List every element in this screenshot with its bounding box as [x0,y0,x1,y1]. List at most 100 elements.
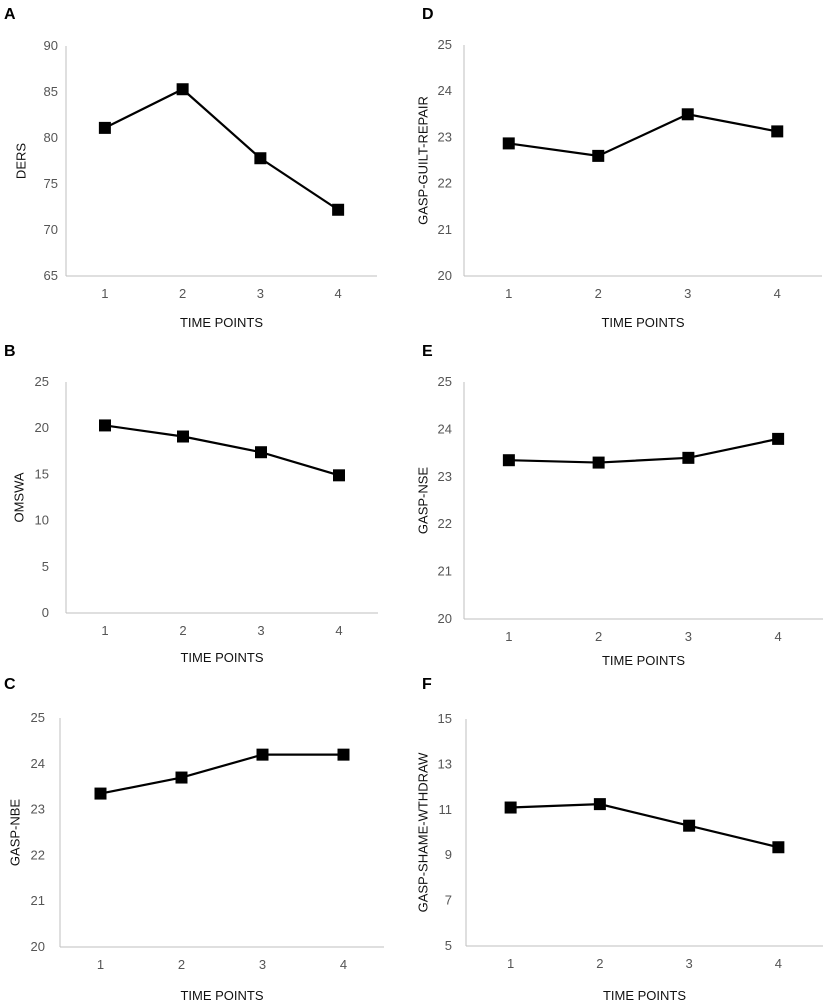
data-point-marker [255,446,267,459]
data-point-marker [94,787,107,800]
series-line [104,424,340,477]
y-tick-label: 13 [438,756,452,771]
data-point-marker [504,801,517,814]
y-tick-label: 0 [42,605,49,620]
series-line [104,87,339,211]
y-tick-label: 10 [35,513,49,528]
chart-panel-d: D 20 21 22 23 24 25 1 2 3 4 TIME POINTS GASP-GUILT-… [414,0,829,335]
y-tick-label: 20 [438,611,452,626]
x-tick-label: 4 [775,629,782,644]
data-point-marker [175,771,188,784]
x-axis-title: TIME POINTS [180,988,263,1003]
y-axis-title: GASP-NSE [415,467,430,535]
series-line [510,803,779,849]
x-tick-label: 3 [259,957,266,972]
x-tick-label: 3 [685,629,692,644]
line-chart: 0 5 10 15 20 25 1 2 3 4 TIME POINTS OMSWA [11,374,378,665]
data-point-marker [681,108,694,121]
y-tick-label: 15 [438,711,452,726]
y-tick-label: 85 [44,84,58,99]
data-point-marker [332,203,345,216]
x-tick-label: 3 [684,286,691,301]
y-tick-label: 23 [438,469,452,484]
data-point-marker [771,125,784,138]
x-tick-label: 2 [596,956,603,971]
y-tick-label: 90 [44,38,58,53]
chart-panel-c: C 20 21 22 23 24 25 1 2 3 4 TIME POINTS GASP-NBE [0,670,414,1005]
y-tick-label: 23 [31,802,45,817]
y-tick-label: 70 [44,222,58,237]
y-axis-title: DERS [13,143,28,179]
x-axis-title: TIME POINTS [603,988,686,1003]
chart-panel-a: A 65 70 75 80 85 90 1 2 3 4 TIME POINTS DERS [0,0,414,335]
y-tick-label: 24 [438,83,452,98]
data-point-marker [772,841,785,854]
x-tick-label: 1 [507,956,514,971]
y-axis-title: GASP-SHAME-WTHDRAW [415,752,430,913]
data-point-marker [337,748,350,761]
y-tick-label: 25 [438,374,452,389]
y-tick-label: 22 [438,176,452,191]
panel-label: E [422,343,433,360]
data-point-marker [772,432,785,445]
y-tick-label: 25 [438,37,452,52]
y-axis-title: GASP-GUILT-REPAIR [415,96,430,225]
x-axis-title: TIME POINTS [602,653,685,668]
data-point-marker [592,456,605,469]
panel-label: A [4,6,16,23]
y-tick-label: 75 [44,176,58,191]
data-point-marker [256,748,269,761]
y-tick-label: 22 [31,847,45,862]
chart-panel-f: F 5 7 9 11 13 15 1 2 3 4 TIME POINTS GASP-SHAME-WTH… [414,670,829,1005]
data-point-marker [176,83,189,96]
y-tick-label: 23 [438,129,452,144]
y-tick-label: 20 [35,420,49,435]
data-point-marker [683,819,696,832]
data-point-marker [593,798,606,811]
series-line [100,753,344,795]
x-tick-label: 1 [505,286,512,301]
data-point-marker [502,137,515,150]
panel-label: C [4,676,16,693]
x-tick-label: 4 [335,286,342,301]
x-tick-label: 2 [595,286,602,301]
line-chart: 65 70 75 80 85 90 1 2 3 4 TIME POINTS DERS [13,38,377,330]
x-tick-label: 1 [505,629,512,644]
y-tick-label: 25 [35,374,49,389]
x-axis-title: TIME POINTS [601,315,684,330]
data-point-marker [592,149,605,162]
y-tick-label: 15 [35,466,49,481]
y-tick-label: 24 [31,756,45,771]
x-tick-label: 4 [774,286,781,301]
y-tick-label: 21 [438,564,452,579]
data-point-marker [502,454,515,467]
y-tick-label: 5 [42,559,49,574]
y-tick-label: 80 [44,130,58,145]
x-tick-label: 2 [179,623,186,638]
x-tick-label: 1 [101,623,108,638]
x-tick-label: 1 [97,957,104,972]
x-tick-label: 2 [595,629,602,644]
data-point-marker [682,451,695,464]
x-tick-label: 3 [257,623,264,638]
y-tick-label: 7 [445,893,452,908]
data-point-marker [177,430,189,443]
chart-panel-b: B 0 5 10 15 20 25 1 2 3 4 TIME POINTS OMSWA [0,335,414,670]
y-tick-label: 9 [445,847,452,862]
x-tick-label: 1 [101,286,108,301]
y-tick-label: 25 [31,710,45,725]
line-chart: 5 7 9 11 13 15 1 2 3 4 TIME POINTS GASP-SHAME-WTHDR… [415,711,823,1003]
x-tick-label: 3 [686,956,693,971]
chart-panel-e: E 20 21 22 23 24 25 1 2 3 4 TIME POINTS GASP-NSE [414,335,829,670]
series-line [508,437,779,464]
x-tick-label: 4 [340,957,347,972]
x-tick-label: 4 [335,623,342,638]
y-tick-label: 21 [31,893,45,908]
data-point-marker [99,419,111,432]
data-point-marker [333,469,345,482]
y-tick-label: 20 [438,268,452,283]
x-tick-label: 3 [257,286,264,301]
